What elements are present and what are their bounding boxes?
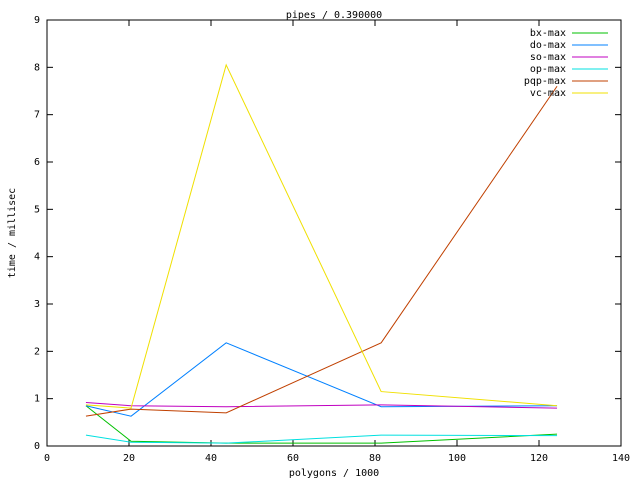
plot-border xyxy=(46,19,622,447)
legend-label: do-max xyxy=(530,40,566,51)
line-series xyxy=(85,434,558,444)
x-tick-label: 140 xyxy=(612,453,630,464)
line-series xyxy=(85,85,558,417)
y-tick-label: 2 xyxy=(34,346,40,357)
y-tick-label: 8 xyxy=(34,62,40,73)
y-tick-label: 1 xyxy=(34,394,40,405)
legend-label: pqp-max xyxy=(524,76,566,87)
y-tick-label: 3 xyxy=(34,299,40,310)
x-tick-label: 40 xyxy=(205,453,217,464)
x-tick-label: 0 xyxy=(44,453,50,464)
line-series xyxy=(85,401,558,409)
x-tick-label: 60 xyxy=(287,453,299,464)
y-tick-label: 7 xyxy=(34,110,40,121)
legend-label: so-max xyxy=(530,52,566,63)
y-tick-label: 4 xyxy=(34,252,40,263)
y-axis-label: time / millisec xyxy=(7,188,18,278)
y-tick-label: 9 xyxy=(34,15,40,26)
y-tick-label: 5 xyxy=(34,204,40,215)
y-tick-label: 6 xyxy=(34,157,40,168)
x-axis-label: polygons / 1000 xyxy=(289,468,379,479)
x-tick-label: 100 xyxy=(448,453,466,464)
legend-label: op-max xyxy=(530,64,566,75)
legend-label: vc-max xyxy=(530,88,566,99)
y-tick-label: 0 xyxy=(34,441,40,452)
line-series xyxy=(85,63,558,409)
chart-title: pipes / 0.390000 xyxy=(286,10,382,21)
x-tick-label: 120 xyxy=(530,453,548,464)
x-tick-label: 20 xyxy=(123,453,135,464)
legend-label: bx-max xyxy=(530,28,566,39)
line-series xyxy=(85,405,558,444)
x-tick-label: 80 xyxy=(369,453,381,464)
